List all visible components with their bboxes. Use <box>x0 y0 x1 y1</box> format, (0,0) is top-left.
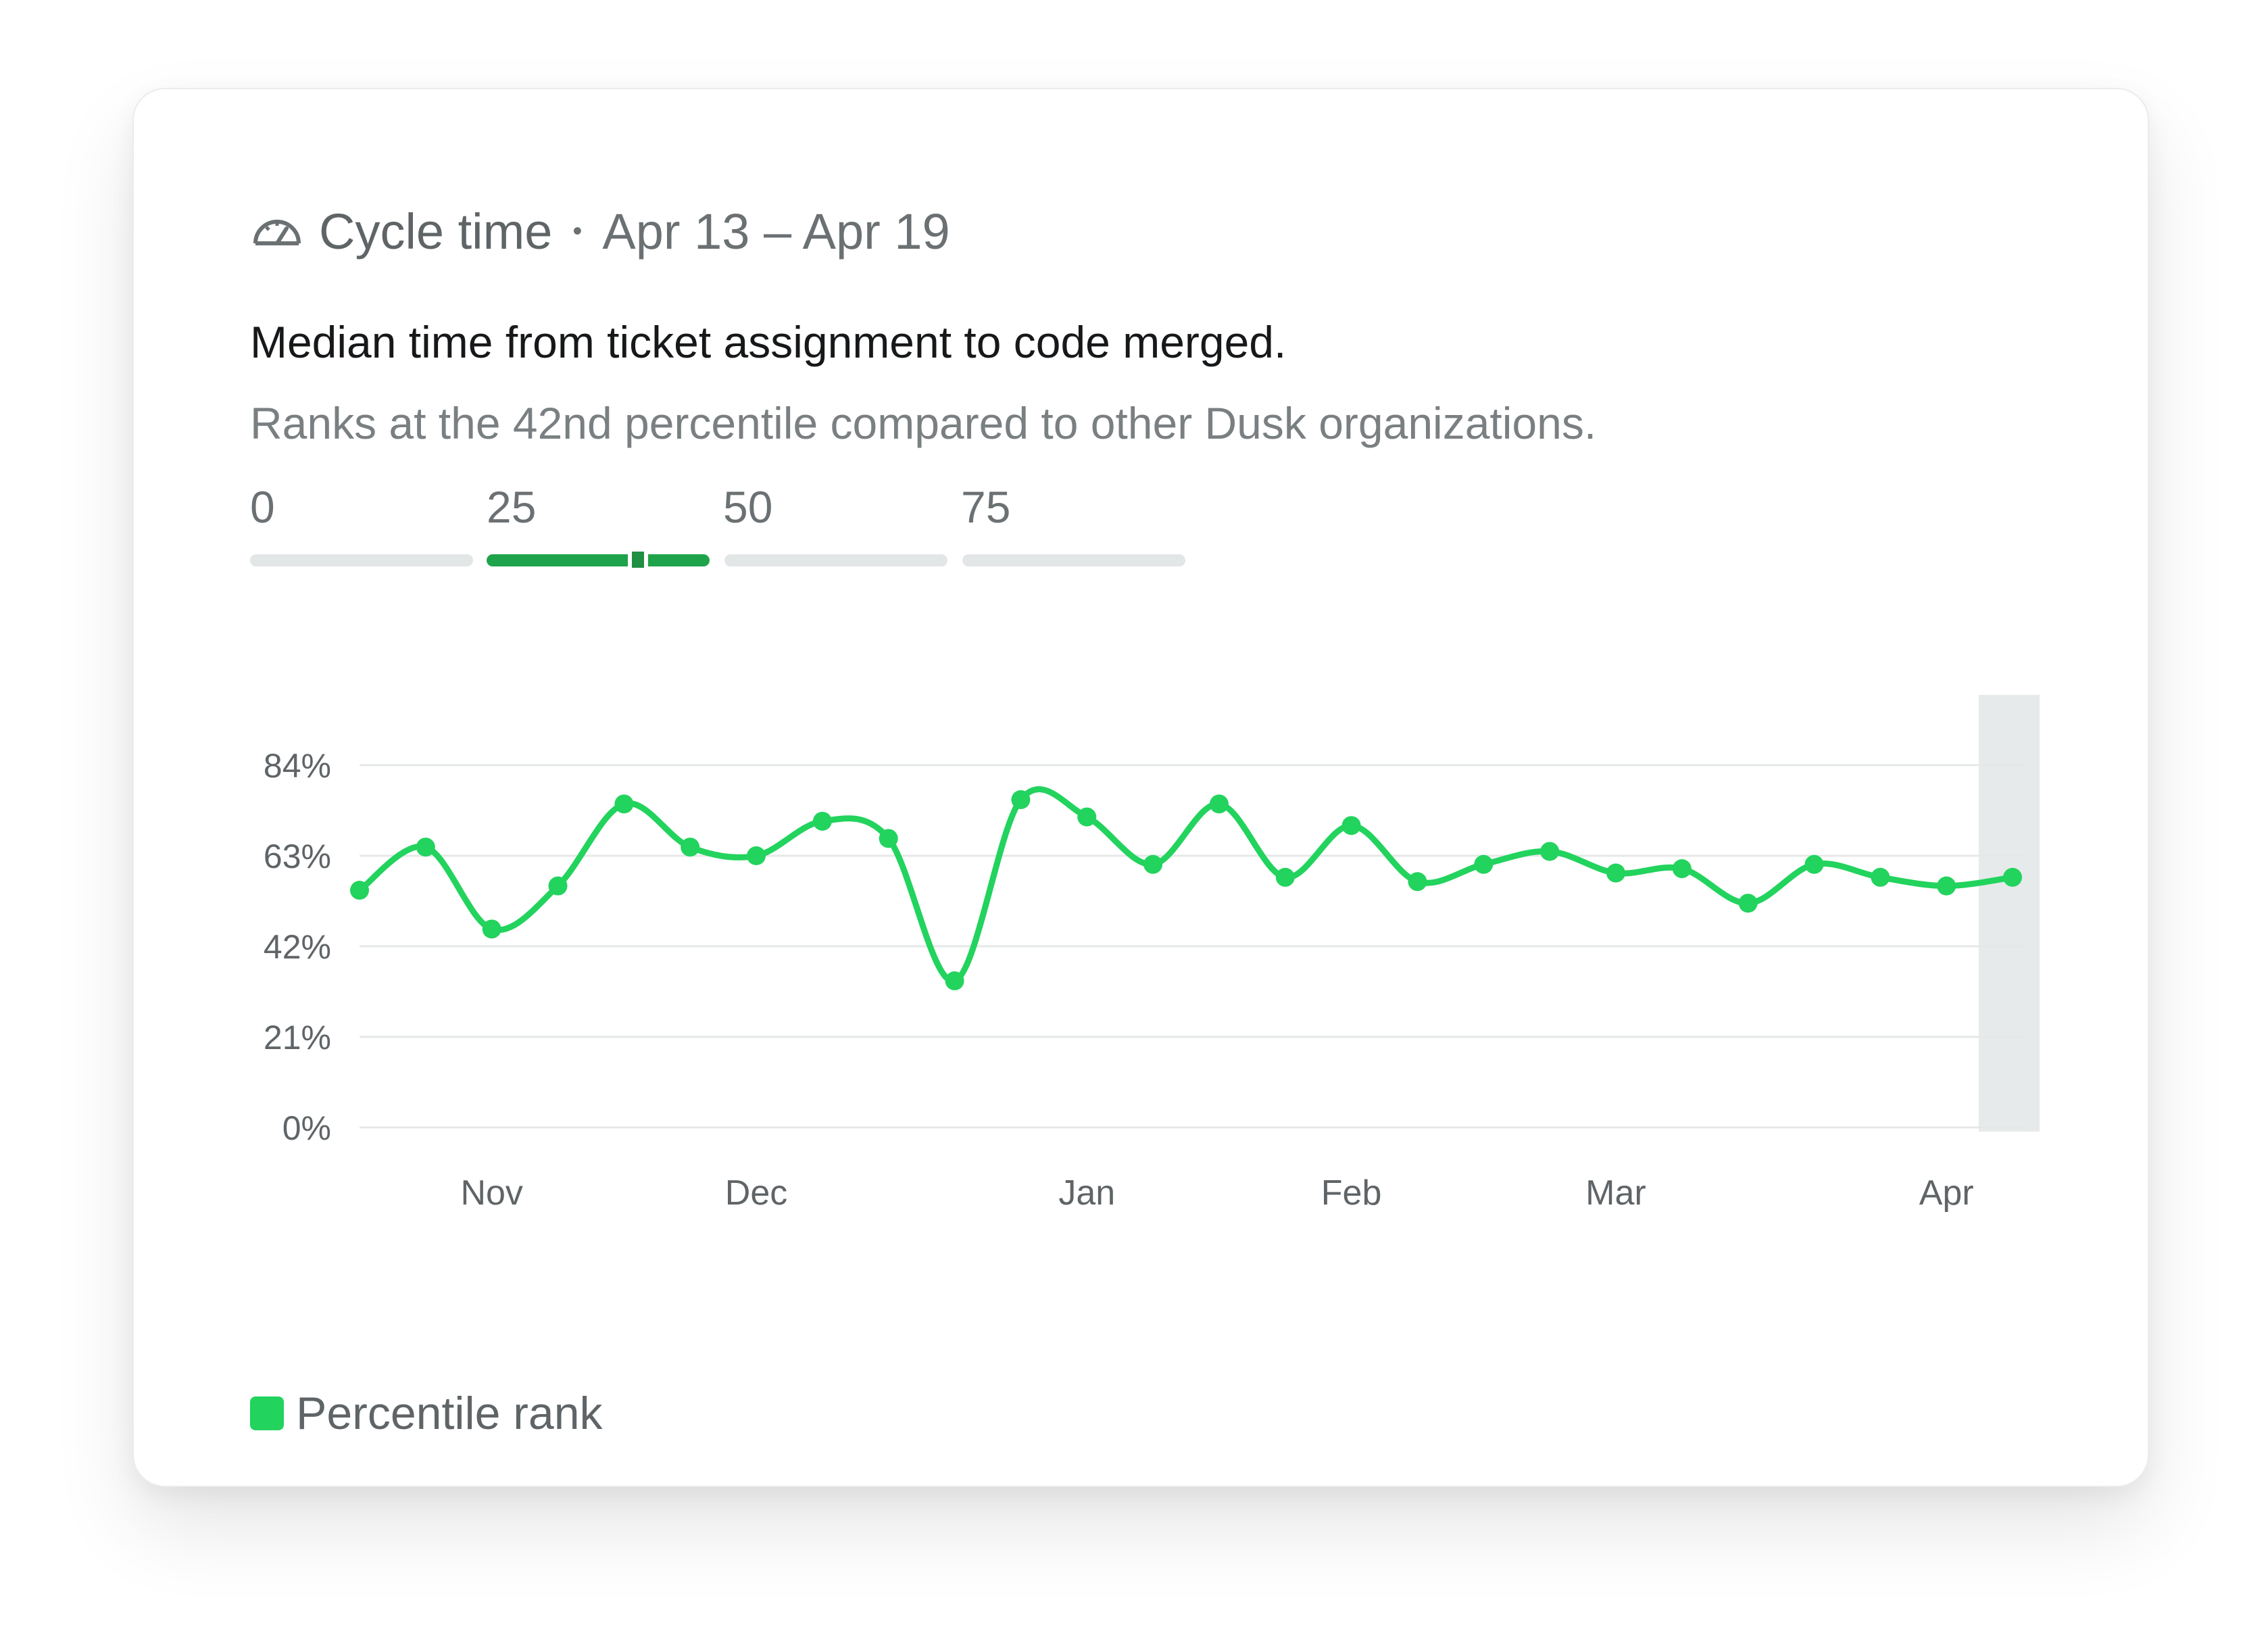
data-point <box>1275 867 1295 887</box>
data-point <box>548 876 568 896</box>
data-point <box>879 829 898 848</box>
percentile-rank-chart: 84% 63% 42% 21% 0% Nov Dec Jan Feb Mar Apr <box>264 695 2040 1213</box>
data-point <box>350 881 369 900</box>
card-header: Cycle time • Apr 13 – Apr 19 <box>250 197 950 265</box>
chart-legend: Percentile rank <box>250 1387 603 1440</box>
percentile-tick-50: 50 <box>723 482 773 532</box>
percentile-tick-25: 25 <box>487 482 537 532</box>
current-week-highlight <box>1979 695 2040 1132</box>
percentile-scale: 0 25 50 75 <box>250 481 1196 572</box>
data-point <box>2003 867 2022 887</box>
data-point <box>1871 867 1890 887</box>
y-tick-label: 21% <box>264 1019 331 1056</box>
y-tick-label: 0% <box>282 1109 331 1147</box>
data-point <box>1408 872 1427 892</box>
percentile-segment-75-100 <box>962 554 1185 566</box>
y-tick-label: 63% <box>264 837 331 875</box>
gauge-icon <box>253 220 301 245</box>
x-tick-label: Dec <box>725 1173 787 1213</box>
y-tick-label: 42% <box>264 928 331 966</box>
x-tick-label: Jan <box>1058 1173 1115 1213</box>
series-line <box>356 786 2016 984</box>
x-tick-label: Apr <box>1919 1173 1974 1213</box>
title-separator: • <box>572 216 583 246</box>
data-point <box>1077 807 1097 827</box>
rank-summary: Ranks at the 42nd percentile compared to… <box>250 398 1597 448</box>
metric-description: Median time from ticket assignment to co… <box>250 317 1287 367</box>
percentile-segment-50-75 <box>724 554 947 566</box>
data-point <box>1606 863 1625 883</box>
legend-swatch <box>250 1396 284 1430</box>
data-point <box>1937 876 1956 896</box>
percentile-marker <box>628 548 649 572</box>
data-point <box>416 837 435 857</box>
data-point <box>482 919 501 939</box>
percentile-segment-25-50 <box>487 554 710 566</box>
data-point <box>1474 854 1494 874</box>
data-point <box>1341 816 1361 835</box>
x-tick-label: Feb <box>1321 1173 1382 1213</box>
data-point <box>1209 794 1229 814</box>
metric-title: Cycle time <box>319 203 553 260</box>
percentile-tick-75: 75 <box>961 482 1011 532</box>
y-tick-label: 84% <box>264 747 331 785</box>
x-tick-label: Nov <box>460 1173 522 1213</box>
percentile-segment-0-25 <box>250 554 473 566</box>
data-point <box>614 794 634 814</box>
data-point <box>1804 854 1824 874</box>
cycle-time-card: Cycle time • Apr 13 – Apr 19 Median time… <box>132 88 2149 1487</box>
data-point <box>681 837 700 857</box>
data-point <box>945 971 964 991</box>
x-tick-label: Mar <box>1585 1173 1646 1213</box>
legend-label: Percentile rank <box>296 1388 603 1439</box>
data-point <box>1540 842 1560 861</box>
data-point <box>1143 854 1163 874</box>
data-point <box>1011 790 1031 810</box>
data-point <box>1738 894 1758 913</box>
data-point <box>1672 859 1692 879</box>
percentile-tick-0: 0 <box>250 482 275 532</box>
date-range: Apr 13 – Apr 19 <box>602 203 950 260</box>
data-point <box>812 811 832 831</box>
data-point <box>747 846 766 865</box>
